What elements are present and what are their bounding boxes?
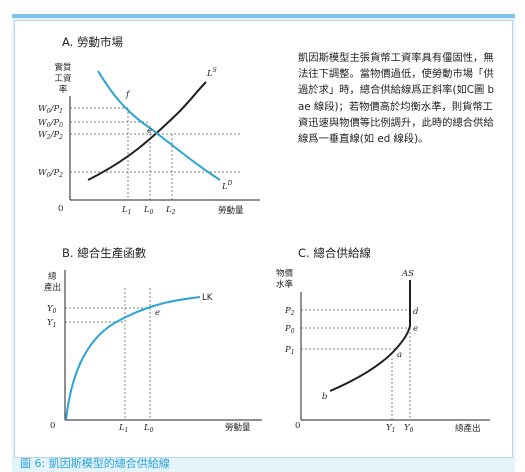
panel-b-origin: 0 [50,421,55,431]
panel-b-y-label-1: 總 [48,271,57,282]
panel-a-tick-l0: L0 [143,205,154,216]
figure-caption: 圖 6: 凱因斯模型的總合供給線 [20,455,170,472]
panel-a-point-e: e [147,126,152,136]
explanation-text: 凱因斯模型主張貨幣工資率具有僵固性，無法往下調整。當物價過低，使勞動市場「供過於… [298,50,498,147]
panel-a-y-label-3: 率 [59,84,68,95]
panel-a-origin: 0 [58,204,63,214]
panel-c-tick-y1: Y1 [386,423,395,434]
panel-b-tick-l1: L1 [118,423,128,434]
panel-b-tick-y0: Y0 [47,304,57,315]
panel-a-title: A. 勞動市場 [62,35,123,49]
panel-c-point-a: a [397,350,402,360]
panel-a-x-label: 勞動量 [218,205,244,216]
panel-a-point-f: f [125,90,131,100]
panel-b-production-curve [66,297,200,419]
panel-c-point-d: d [413,307,419,317]
panel-a-tick-l1: L1 [121,205,131,216]
panel-a-supply-label: LS [206,67,217,79]
panel-a-tick-w0p2: W0/P2 [38,168,63,179]
panel-c-point-b: b [322,392,327,402]
panel-a-y-label-2: 工資 [54,73,71,84]
panel-c-y-label-2: 水準 [276,279,294,290]
panel-b-curve-label: LK [202,293,213,303]
panel-c-tick-p2: P2 [284,306,295,317]
panel-c-point-e: e [413,324,418,334]
panel-c-tick-p0: P0 [284,324,295,335]
panel-b-tick-l0: L0 [143,423,154,434]
panel-c-aggregate-supply: C. 總合供給線 物價 水準 0 AS d e a b P2 P0 P1 Y1 [276,246,490,434]
panel-a-demand-label: LD [221,180,233,192]
panel-c-as-curve [330,280,410,391]
panel-a-labour-market: A. 勞動市場 實質 工資 率 0 LS LD [38,35,260,216]
panel-b-guides [65,288,150,420]
panel-b-title: B. 總合生產函數 [62,246,147,260]
panel-b-tick-y1: Y1 [47,318,56,329]
panel-a-y-label-1: 實質 [54,62,72,73]
panel-c-x-label: 總產出 [455,423,481,434]
panel-a-tick-w0p1: W0/P1 [38,104,63,115]
panel-c-y-label-1: 物價 [276,268,294,279]
panel-a-tick-w2p2: W2/P2 [38,130,63,141]
panel-c-curve-label: AS [401,269,414,279]
panel-a-tick-w0p0: W0/P0 [38,118,63,129]
panel-b-point-e: e [155,308,160,318]
panel-c-origin: 0 [295,421,300,431]
panel-a-guides [70,108,242,200]
panel-b-x-label: 勞動量 [225,422,251,433]
panel-c-title: C. 總合供給線 [298,246,371,260]
panel-c-tick-y0: Y0 [404,423,414,434]
panel-a-tick-l2: L2 [165,205,176,216]
panel-c-guides [301,310,410,420]
panel-b-y-label-2: 產出 [44,282,61,293]
panel-b-production-function: B. 總合生產函數 總 產出 0 LK e Y0 Y1 L1 L0 勞動量 [44,246,262,434]
panel-c-tick-p1: P1 [284,345,295,356]
